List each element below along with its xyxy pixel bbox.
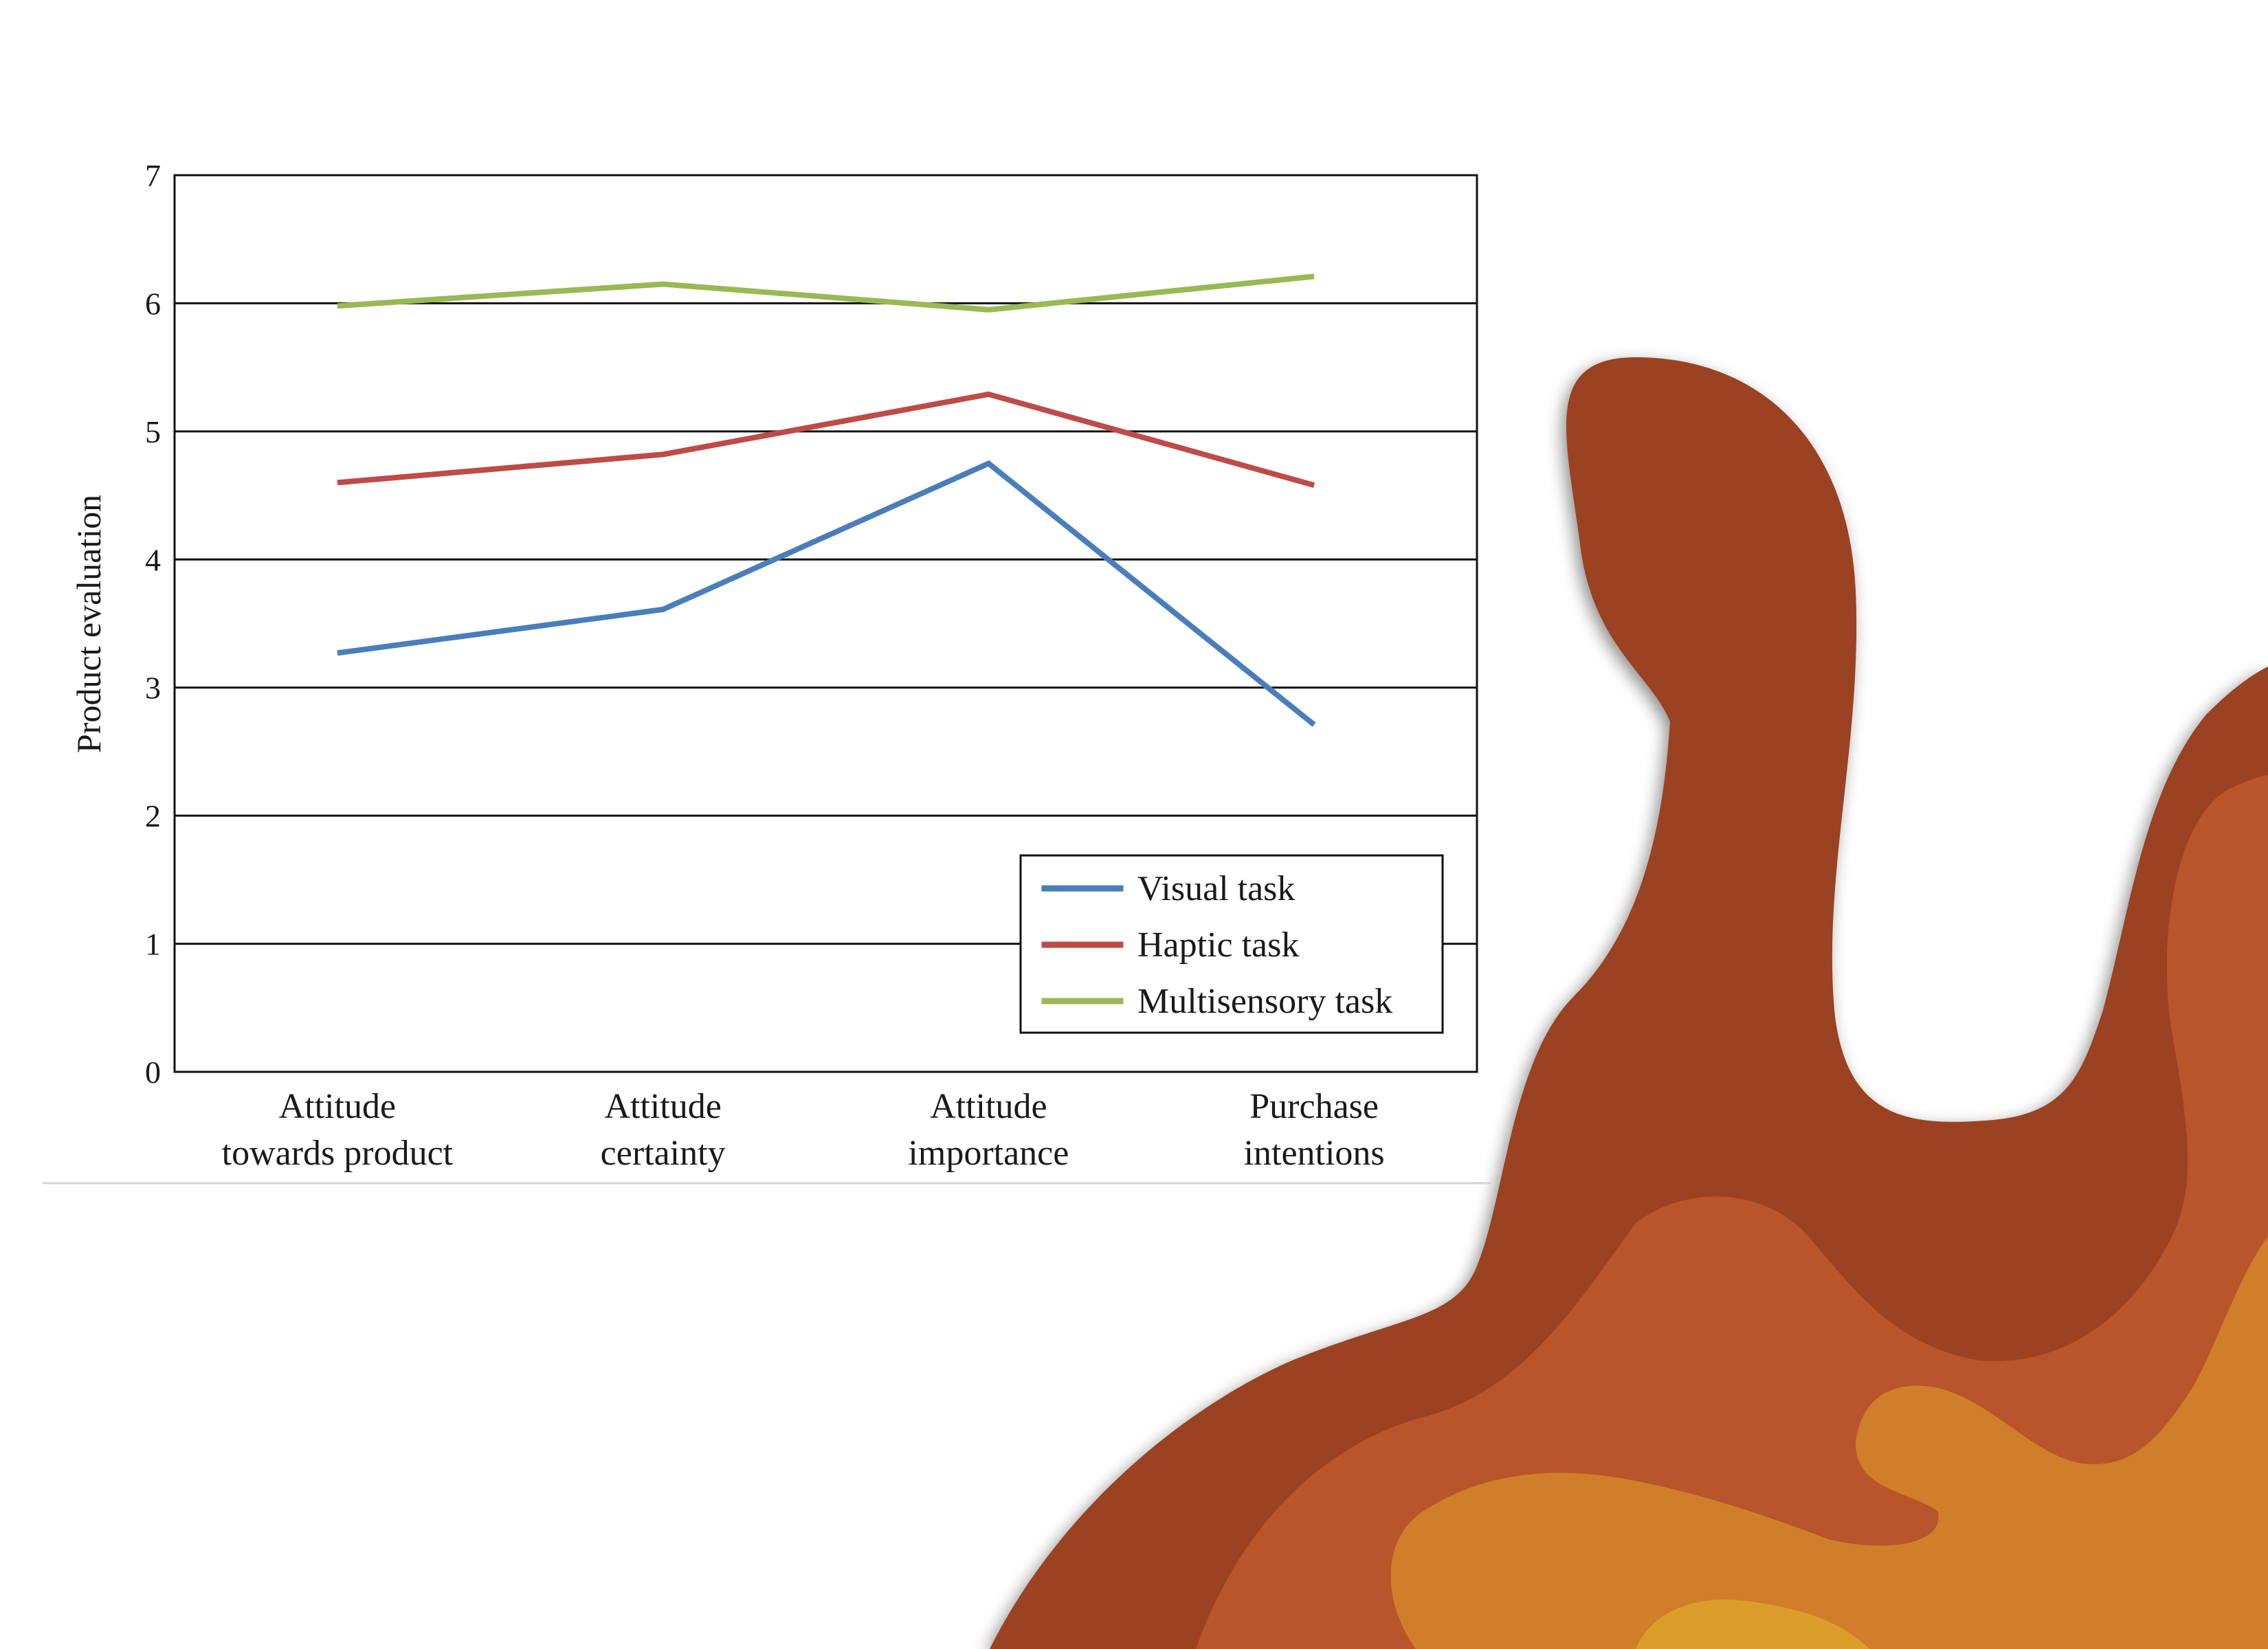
data-point bbox=[988, 394, 989, 395]
x-category-label: Attitude bbox=[279, 1087, 396, 1126]
data-point bbox=[337, 482, 338, 483]
x-category-label: towards product bbox=[222, 1134, 454, 1173]
decorative-blobs bbox=[990, 357, 2268, 1649]
data-point bbox=[988, 462, 989, 464]
x-axis-category-labels: Attitude towards product Attitude certainty… bbox=[222, 1087, 1385, 1173]
x-category-label: Purchase bbox=[1249, 1087, 1379, 1126]
y-axis-title: Product evaluation bbox=[69, 495, 108, 753]
data-point bbox=[337, 305, 338, 306]
data-point bbox=[1313, 724, 1315, 726]
x-category-label: importance bbox=[908, 1134, 1069, 1173]
y-tick-label: 1 bbox=[145, 927, 161, 962]
series-line-visual-task bbox=[337, 460, 1316, 727]
data-point bbox=[663, 283, 664, 284]
x-category-label: certainty bbox=[601, 1134, 726, 1173]
y-tick-label: 4 bbox=[145, 542, 161, 577]
blob-layer-3 bbox=[1390, 1237, 2268, 1649]
blob-layer-4 bbox=[1636, 1600, 1869, 1649]
gridlines bbox=[175, 302, 1477, 945]
y-tick-label: 5 bbox=[145, 414, 161, 449]
y-tick-label: 7 bbox=[145, 158, 161, 193]
legend-label-haptic: Haptic task bbox=[1137, 926, 1299, 965]
series-lines bbox=[337, 273, 1316, 727]
series-line-multisensory-task bbox=[337, 273, 1315, 313]
data-point bbox=[988, 309, 989, 311]
plot-area-border bbox=[173, 174, 1478, 1073]
blob-layer-1 bbox=[990, 357, 2268, 1649]
y-tick-label: 3 bbox=[145, 671, 161, 706]
series-line-haptic-task bbox=[337, 391, 1315, 489]
data-point bbox=[663, 609, 664, 610]
data-point bbox=[1313, 276, 1315, 277]
x-category-label: Attitude bbox=[604, 1087, 721, 1126]
legend-label-visual: Visual task bbox=[1137, 869, 1295, 908]
data-point bbox=[663, 453, 664, 455]
y-tick-label: 6 bbox=[145, 286, 161, 321]
y-tick-label: 2 bbox=[145, 798, 161, 833]
data-point bbox=[1313, 484, 1315, 486]
y-tick-label: 0 bbox=[145, 1055, 161, 1090]
x-category-label: intentions bbox=[1244, 1134, 1385, 1173]
x-category-label: Attitude bbox=[930, 1087, 1047, 1126]
y-axis-tick-labels: 0 1 2 3 4 5 6 7 bbox=[145, 158, 161, 1090]
legend-label-multisensory: Multisensory task bbox=[1137, 982, 1392, 1021]
legend: Visual task Haptic task Multisensory tas… bbox=[1019, 854, 1444, 1034]
data-point bbox=[337, 652, 338, 653]
